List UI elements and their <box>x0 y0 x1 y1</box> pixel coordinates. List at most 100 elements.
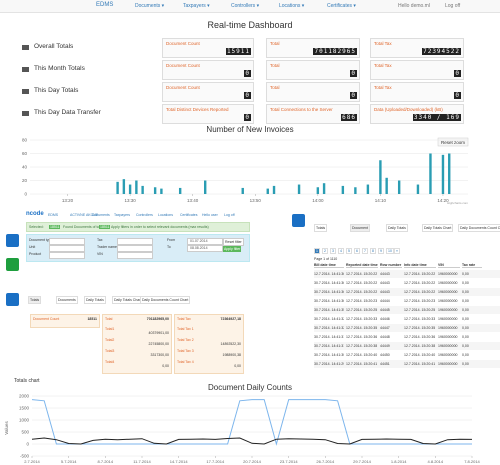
table-cell: 12.7.2014. 15:20:35 <box>404 326 436 330</box>
filter-input[interactable] <box>117 238 153 245</box>
page-link[interactable]: 6 <box>354 248 360 254</box>
filter-input[interactable] <box>49 252 85 259</box>
series-line <box>31 437 473 445</box>
filter-input[interactable] <box>117 252 153 259</box>
tab[interactable]: Totals <box>314 224 328 232</box>
bar <box>448 153 451 194</box>
stat-value: 72394522 <box>422 48 461 55</box>
tab[interactable]: Daily Totals <box>386 224 408 232</box>
stat-value: 3340 / 169 <box>412 114 461 121</box>
tab[interactable]: Document <box>350 224 370 232</box>
embedded-nav[interactable]: Log off <box>224 213 235 217</box>
page-link[interactable]: 7 <box>362 248 368 254</box>
filter-input[interactable] <box>49 245 85 252</box>
bar <box>379 160 382 194</box>
x-tick-label: 14.7.2014 <box>170 459 189 464</box>
page-link[interactable]: 3 <box>330 248 336 254</box>
page-link[interactable]: 5 <box>346 248 352 254</box>
table-cell: 1960000000 <box>438 272 458 276</box>
brand[interactable]: EDMS <box>96 2 114 8</box>
embedded-nav[interactable]: Documents <box>92 213 110 217</box>
y-tick-label: 500 <box>21 430 29 435</box>
tab[interactable]: Daily Totals <box>84 296 106 304</box>
bar <box>429 153 432 194</box>
bar <box>128 184 132 194</box>
table-cell: 0,00 <box>462 335 469 339</box>
table-cell: 1960000000 <box>438 308 458 312</box>
stat-box: Total Tax 0 <box>370 60 464 80</box>
table-cell: 12.7.2014. 15:20:33 <box>346 317 378 321</box>
table-header: Reported date time <box>346 263 378 268</box>
page-link[interactable]: 10 <box>386 248 394 254</box>
nav-item[interactable]: Locations ▾ <box>279 3 305 9</box>
table-cell: 44445 <box>380 308 390 312</box>
embedded-nav[interactable]: Taxpayers <box>114 213 130 217</box>
filter-input[interactable] <box>49 238 85 245</box>
y-tick-label: 1500 <box>19 406 30 411</box>
sub-label: Total2 <box>105 338 115 342</box>
filter-button[interactable]: Apply filter <box>223 246 242 252</box>
total-box: Total 701182965,00 Total1 40379901,00 Total2… <box>102 314 172 374</box>
table-cell: 44448 <box>380 335 390 339</box>
y-tick-label: 0 <box>24 192 27 197</box>
logoff[interactable]: Log off <box>445 3 461 9</box>
tab[interactable]: Daily Documents Count Chart <box>458 224 500 232</box>
page-link[interactable]: 8 <box>370 248 376 254</box>
page-link[interactable]: » <box>394 248 400 254</box>
stat-box: Total Connections to the Server 686 <box>266 104 360 124</box>
stat-label: Document Count <box>166 63 200 68</box>
page-link[interactable]: 1 <box>314 248 320 254</box>
row-bg <box>314 342 500 350</box>
tab[interactable]: Documents <box>56 296 78 304</box>
embedded-nav[interactable]: Certificates <box>180 213 198 217</box>
reset-button[interactable] <box>437 137 469 147</box>
y-tick-label: 60 <box>22 151 28 156</box>
embedded-nav[interactable]: EDMS <box>48 213 59 217</box>
bar <box>116 181 119 194</box>
stat-value: 0 <box>350 92 357 99</box>
filter-button[interactable]: Reset filter <box>223 238 244 246</box>
nav-item[interactable]: Taxpayers ▾ <box>183 3 210 9</box>
tab[interactable]: Totals <box>28 296 42 304</box>
table-cell: 12.7.2014. 15:20:23 <box>404 299 436 303</box>
stat-box: Document Count 15911 <box>162 38 254 58</box>
stat-label: Total <box>270 63 280 68</box>
chart-title: Number of New Invoices <box>206 125 293 134</box>
row-label: This Day Totals <box>34 87 79 94</box>
embedded-nav[interactable]: ACTIVNE AKCIJE <box>70 213 99 217</box>
total-box: Document Count 18511 <box>30 314 100 328</box>
left-panel: ncode EDMS ACTIVNE AKCIJE Documents Taxpayer… <box>0 210 250 375</box>
filter-input[interactable] <box>187 238 223 245</box>
x-tick-label: 8.7.2014 <box>98 459 114 464</box>
tab[interactable]: Daily Totals Chart <box>422 224 454 232</box>
tab[interactable]: Daily Documents Count Chart <box>140 296 191 304</box>
x-tick-label: 14:20 <box>437 198 449 203</box>
sub-label: Total Tax 3 <box>177 349 194 353</box>
y-tick-label: 1000 <box>19 418 30 423</box>
table-cell: 30.7.2014. 14:41:30 <box>314 353 344 357</box>
embedded-nav[interactable]: Controllers <box>136 213 153 217</box>
table-cell: 1960000000 <box>438 344 458 348</box>
embedded-nav[interactable]: Hello user <box>202 213 218 217</box>
nav-item[interactable]: Certificates ▾ <box>327 3 356 9</box>
page-link[interactable]: 2 <box>322 248 328 254</box>
nav-item[interactable]: Documents ▾ <box>135 3 165 9</box>
page-link[interactable]: 4 <box>338 248 344 254</box>
total-label: Total <box>105 317 113 321</box>
x-tick-label: 14:10 <box>375 198 387 203</box>
alert-text: Selected: <box>29 225 44 229</box>
nav-item[interactable]: Controllers ▾ <box>231 3 260 9</box>
x-tick-label: 14:00 <box>312 198 324 203</box>
bar <box>135 180 138 194</box>
embedded-nav[interactable]: Locations <box>158 213 173 217</box>
filter-input[interactable] <box>117 245 153 252</box>
tab[interactable]: Daily Totals Chart <box>112 296 144 304</box>
filter-input[interactable] <box>187 245 223 252</box>
table-cell: 12.7.2014. 14:41:36 <box>314 272 344 276</box>
invoices-chart: Number of New Invoices Reset zoom 0 20 40 60 8… <box>22 125 469 205</box>
x-tick-label: 26.7.2014 <box>316 459 335 464</box>
table-cell: 44443 <box>380 290 390 294</box>
table-cell: 30.7.2014. 14:41:32 <box>314 317 344 321</box>
page-link[interactable]: 9 <box>378 248 384 254</box>
table-cell: 12.7.2014. 15:20:22 <box>404 272 436 276</box>
